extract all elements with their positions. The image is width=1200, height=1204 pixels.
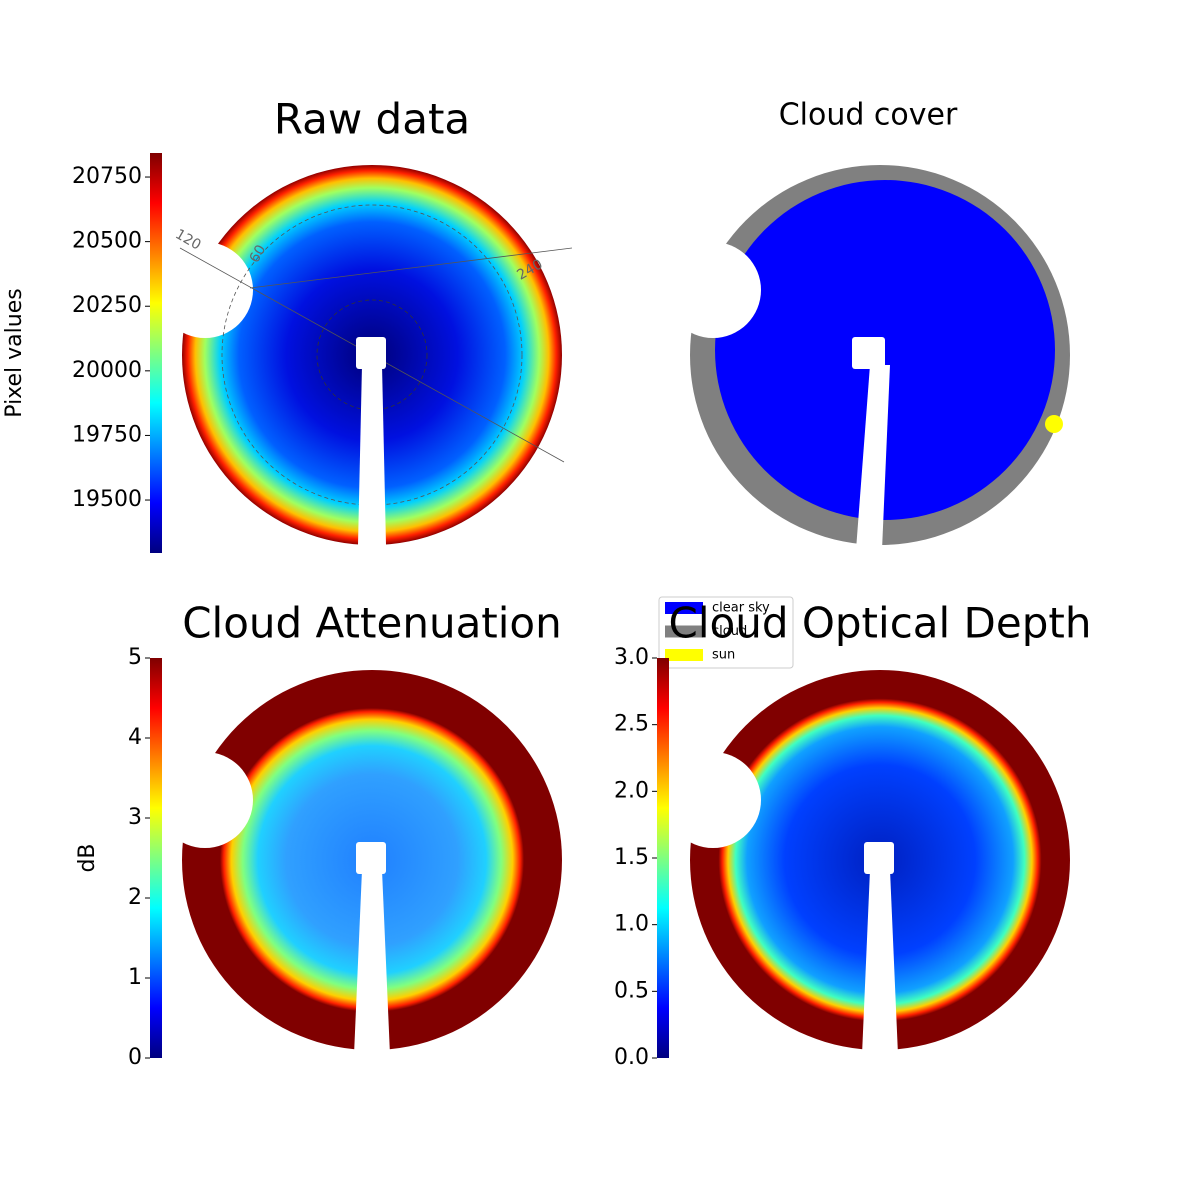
- colorbar-tick-label: 2.0: [614, 778, 649, 803]
- colorbar-tick-label: 1.5: [614, 845, 649, 870]
- colorbar-tick-label: 19750: [72, 422, 142, 447]
- legend-label: cloud: [712, 624, 747, 639]
- sky-image: [665, 670, 1070, 1055]
- chart-title: Cloud Attenuation: [182, 599, 562, 648]
- chart-title: Cloud Optical Depth: [669, 599, 1092, 648]
- sky-image: [157, 670, 562, 1055]
- sky-image: [157, 165, 573, 545]
- colorbar-tick-label: 5: [128, 645, 142, 670]
- colorbar-tick-label: 2.5: [614, 712, 649, 737]
- colorbar-tick-label: 2: [128, 885, 142, 910]
- colorbar: [150, 153, 162, 553]
- colorbar-tick-label: 4: [128, 725, 142, 750]
- colorbar-tick-label: 19500: [72, 487, 142, 512]
- legend-swatch: [665, 625, 703, 638]
- colorbar-tick-label: 0.0: [614, 1045, 649, 1070]
- colorbar-tick-label: 20250: [72, 293, 142, 318]
- legend-label: clear sky: [712, 601, 770, 616]
- colorbar-tick-label: 1.0: [614, 912, 649, 937]
- colorbar-tick-label: 0.5: [614, 978, 649, 1003]
- cloud-mask: [665, 165, 1070, 550]
- legend-swatch: [665, 649, 703, 661]
- colorbar-label: Pixel values: [2, 288, 27, 417]
- colorbar-tick-label: 0: [128, 1045, 142, 1070]
- polar-label: 60: [247, 242, 270, 265]
- colorbar-tick-label: 3.0: [614, 645, 649, 670]
- colorbar-tick-label: 3: [128, 805, 142, 830]
- chart-title: Raw data: [274, 95, 470, 144]
- colorbar-tick-label: 20750: [72, 164, 142, 189]
- colorbar-tick-label: 20500: [72, 229, 142, 254]
- legend-label: sun: [712, 648, 735, 663]
- colorbar: [657, 658, 669, 1058]
- colorbar-tick-label: 20000: [72, 358, 142, 383]
- colorbar-tick-label: 1: [128, 965, 142, 990]
- legend-swatch: [665, 602, 703, 614]
- colorbar-label: dB: [75, 843, 100, 872]
- colorbar: [150, 658, 162, 1058]
- chart-title: Cloud cover: [779, 98, 958, 133]
